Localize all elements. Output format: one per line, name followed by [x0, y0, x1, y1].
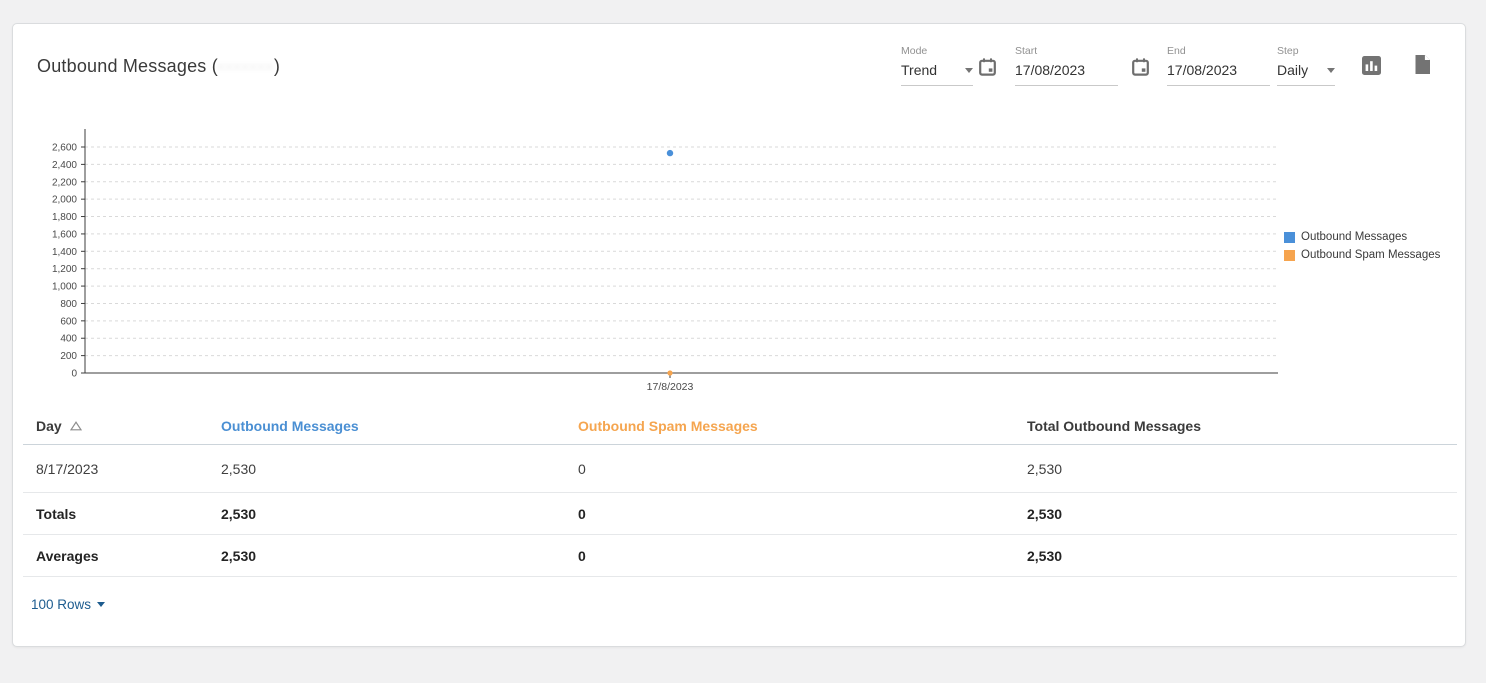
bar-chart-icon [1362, 56, 1381, 75]
column-header-day[interactable]: Day [23, 418, 221, 434]
redacted-text: ······· [217, 56, 274, 76]
end-date-input[interactable] [1167, 58, 1270, 86]
cell-outbound-spam-messages: 0 [578, 460, 586, 477]
mode-value: Trend [901, 62, 938, 78]
legend-item-outbound-spam-messages: Outbound Spam Messages [1284, 246, 1440, 264]
y-tick-label: 200 [60, 351, 77, 362]
file-icon [1415, 55, 1430, 74]
report-card: Outbound Messages (·······) Mode Trend S… [12, 23, 1466, 647]
cell-total-outbound-messages: 2,530 [1027, 547, 1063, 564]
chevron-down-icon [965, 67, 973, 73]
legend-swatch-orange [1284, 249, 1295, 261]
column-header-outbound-messages[interactable]: Outbound Messages [221, 417, 359, 434]
rows-per-page-select[interactable]: 100 Rows [31, 597, 106, 612]
start-calendar-button[interactable] [979, 58, 996, 76]
mode-select[interactable]: Mode Trend [901, 45, 973, 86]
end-label: End [1167, 45, 1186, 57]
cell-total-outbound-messages: 2,530 [1027, 505, 1063, 522]
y-tick-label: 600 [60, 316, 77, 327]
y-tick-label: 2,600 [52, 143, 77, 154]
cell-outbound-messages: 2,530 [221, 460, 257, 477]
calendar-icon [1132, 58, 1149, 76]
calendar-icon [979, 58, 996, 76]
cell-outbound-messages: 2,530 [221, 505, 257, 522]
y-tick-label: 2,000 [52, 195, 77, 206]
start-date-input[interactable] [1015, 58, 1118, 86]
legend-label: Outbound Spam Messages [1301, 249, 1441, 261]
y-tick-label: 1,800 [52, 212, 77, 223]
cell-day: Totals [36, 505, 77, 522]
x-tick-label: 17/8/2023 [647, 381, 694, 393]
y-tick-label: 1,200 [52, 264, 77, 275]
column-header-label: Day [36, 417, 62, 434]
chart-view-button[interactable] [1362, 56, 1381, 75]
y-tick-label: 2,400 [52, 160, 77, 171]
chart-legend: Outbound Messages Outbound Spam Messages [1284, 228, 1440, 264]
mode-label: Mode [901, 45, 928, 57]
cell-day: Averages [36, 547, 99, 564]
end-date-field: End [1167, 45, 1270, 86]
legend-item-outbound-messages: Outbound Messages [1284, 228, 1440, 246]
cell-outbound-spam-messages: 0 [578, 505, 586, 522]
cell-outbound-messages: 2,530 [221, 547, 257, 564]
rows-per-page-label: 100 Rows [31, 597, 92, 612]
export-report-button[interactable] [1415, 55, 1430, 74]
table-header-row: Day Outbound Messages Outbound Spam Mess… [23, 407, 1457, 445]
report-table: Day Outbound Messages Outbound Spam Mess… [23, 407, 1457, 577]
step-label: Step [1277, 45, 1299, 57]
start-date-field: Start [1015, 45, 1118, 86]
column-header-outbound-spam-messages[interactable]: Outbound Spam Messages [578, 417, 758, 434]
chevron-down-icon [97, 602, 106, 607]
sort-ascending-icon [69, 420, 82, 430]
y-tick-label: 1,600 [52, 229, 77, 240]
y-tick-label: 0 [71, 369, 77, 380]
start-label: Start [1015, 45, 1038, 57]
page-title: Outbound Messages (·······) [37, 56, 280, 77]
legend-label: Outbound Messages [1301, 231, 1408, 243]
cell-total-outbound-messages: 2,530 [1027, 460, 1063, 477]
y-tick-label: 1,400 [52, 247, 77, 258]
trend-chart: 0 200 400 600 800 1,000 1,200 1,400 1,600 1,800 2,… [31, 101, 1281, 396]
chevron-down-icon [1327, 67, 1335, 73]
y-tick-label: 400 [60, 334, 77, 345]
legend-swatch-blue [1284, 231, 1295, 243]
step-select[interactable]: Step Daily [1277, 45, 1335, 86]
end-calendar-button[interactable] [1132, 58, 1149, 76]
table-row-totals: Totals 2,530 0 2,530 [23, 493, 1457, 535]
table-row-averages: Averages 2,530 0 2,530 [23, 535, 1457, 577]
y-tick-label: 800 [60, 299, 77, 310]
title-text-suffix: ) [273, 56, 281, 76]
data-point-outbound [666, 149, 674, 157]
cell-day: 8/17/2023 [36, 460, 99, 477]
cell-outbound-spam-messages: 0 [578, 547, 586, 564]
data-point-spam [667, 370, 673, 376]
table-row-day: 8/17/2023 2,530 0 2,530 [23, 445, 1457, 493]
title-text: Outbound Messages ( [37, 56, 218, 76]
column-header-total-outbound-messages[interactable]: Total Outbound Messages [1027, 417, 1201, 434]
y-tick-label: 1,000 [52, 282, 77, 293]
step-value: Daily [1277, 62, 1309, 78]
chart-canvas: 0 200 400 600 800 1,000 1,200 1,400 1,600 1,800 2,… [52, 129, 1278, 393]
y-tick-label: 2,200 [52, 177, 77, 188]
